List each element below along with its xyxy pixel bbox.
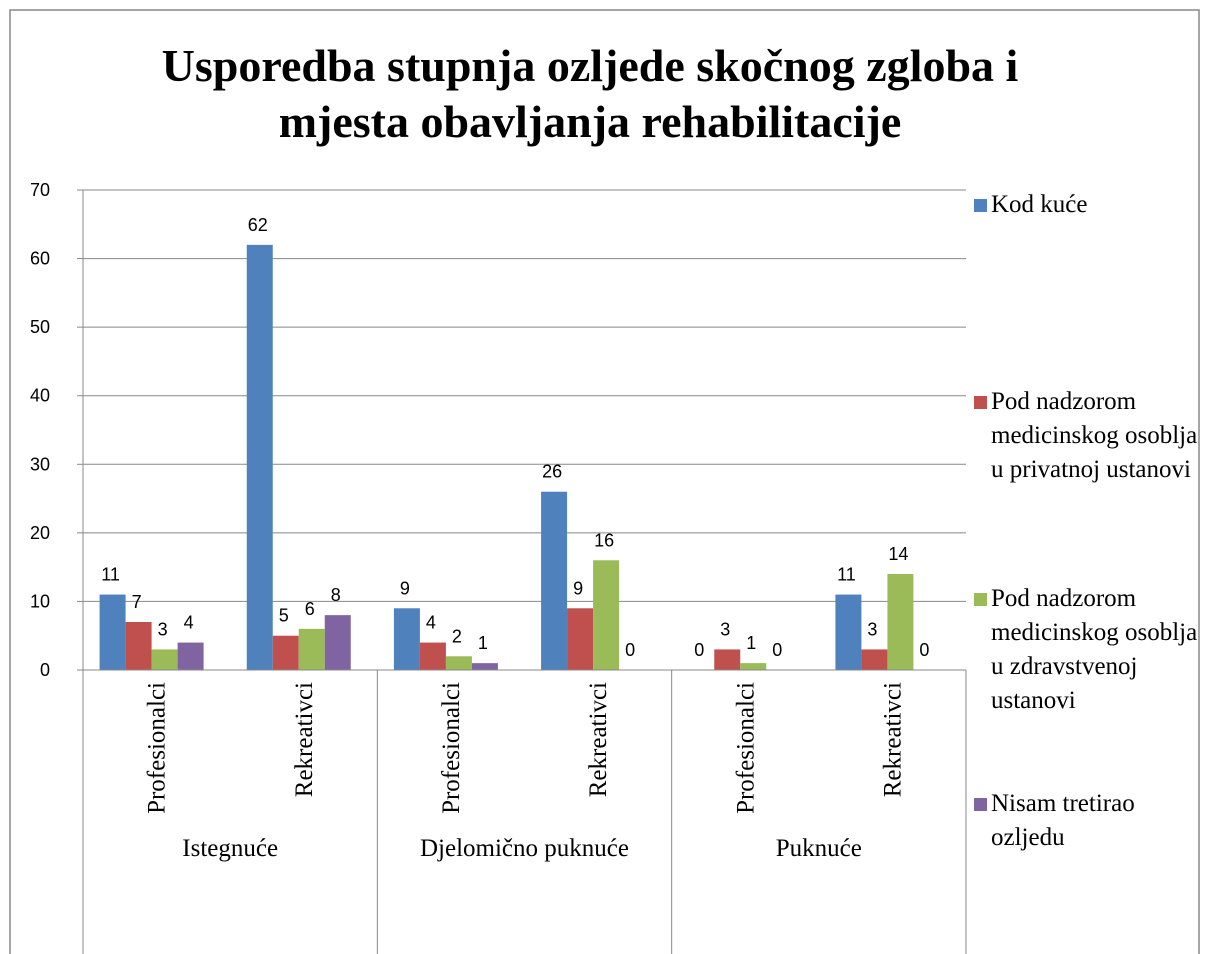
bar — [272, 635, 299, 670]
data-label: 0 — [625, 640, 635, 660]
data-label: 0 — [772, 640, 782, 660]
y-tick-label: 30 — [30, 454, 50, 474]
data-label: 8 — [331, 585, 341, 605]
legend-label: Nisam tretirao ozljedu — [991, 790, 1135, 851]
bar — [445, 656, 472, 670]
bar — [246, 244, 273, 670]
x-tick-label: Profesionalci — [438, 682, 465, 814]
legend-label: Kod kuće — [991, 191, 1088, 218]
legend-swatch — [974, 396, 987, 409]
y-tick-label: 0 — [40, 660, 50, 680]
bar — [541, 491, 568, 670]
legend-label: Pod nadzorom medicinskog osoblja u priva… — [991, 388, 1198, 483]
group-label: Puknuće — [776, 835, 862, 862]
group-label: Djelomično puknuće — [420, 835, 629, 862]
legend-swatch — [974, 593, 987, 606]
bar — [471, 663, 498, 670]
data-label: 6 — [305, 599, 315, 619]
x-tick-label: Profesionalci — [144, 682, 171, 814]
data-label: 5 — [279, 606, 289, 626]
data-label: 1 — [478, 633, 488, 653]
y-tick-label: 10 — [30, 591, 50, 611]
legend-item: Kod kuće — [974, 188, 1199, 222]
data-label: 4 — [426, 613, 436, 633]
data-label: 4 — [184, 613, 194, 633]
data-label: 7 — [132, 592, 142, 612]
legend-item: Nisam tretirao ozljedu — [974, 787, 1199, 855]
bar — [99, 594, 126, 670]
bar — [740, 663, 767, 670]
bar — [567, 608, 594, 670]
data-label: 11 — [101, 565, 120, 585]
data-label: 3 — [867, 619, 877, 639]
chart-title: Usporedba stupnja ozljede skočnog zgloba… — [161, 40, 1019, 147]
legend-item: Pod nadzorom medicinskog osoblja u priva… — [974, 385, 1199, 487]
bar — [714, 649, 741, 670]
bar — [151, 649, 178, 670]
x-tick-label: Profesionalci — [732, 682, 759, 814]
bar — [835, 594, 862, 670]
bar — [393, 608, 420, 670]
data-label: 3 — [720, 619, 730, 639]
bar — [324, 615, 351, 670]
bar — [177, 642, 204, 670]
legend-item: Pod nadzorom medicinskog osoblja u zdrav… — [974, 582, 1199, 718]
bar — [419, 642, 446, 670]
data-label: 9 — [400, 578, 410, 598]
data-label: 3 — [158, 619, 168, 639]
data-label: 11 — [837, 565, 856, 585]
chart-border — [9, 9, 1200, 954]
data-label: 14 — [888, 544, 908, 564]
y-tick-label: 20 — [30, 523, 50, 543]
legend-label: Pod nadzorom medicinskog osoblja u zdrav… — [991, 585, 1198, 714]
data-label: 26 — [542, 462, 562, 482]
data-label: 0 — [694, 640, 704, 660]
bar — [125, 622, 152, 670]
x-tick-label: Rekreativci — [585, 682, 612, 797]
y-tick-label: 60 — [30, 249, 50, 269]
data-label: 62 — [248, 215, 268, 235]
data-label: 2 — [452, 626, 462, 646]
data-label: 9 — [573, 578, 583, 598]
data-label: 0 — [919, 640, 929, 660]
group-label: Istegnuće — [182, 835, 278, 862]
data-label: 1 — [746, 633, 756, 653]
legend-swatch — [974, 798, 987, 811]
bar — [861, 649, 888, 670]
legend-swatch — [974, 199, 987, 212]
y-tick-label: 50 — [30, 317, 50, 337]
data-label: 16 — [594, 530, 614, 550]
bar — [298, 628, 325, 670]
bar — [887, 574, 914, 670]
y-tick-label: 40 — [30, 386, 50, 406]
x-tick-label: Rekreativci — [879, 682, 906, 797]
y-tick-label: 70 — [30, 180, 50, 200]
x-tick-label: Rekreativci — [291, 682, 318, 797]
bar — [593, 560, 620, 670]
